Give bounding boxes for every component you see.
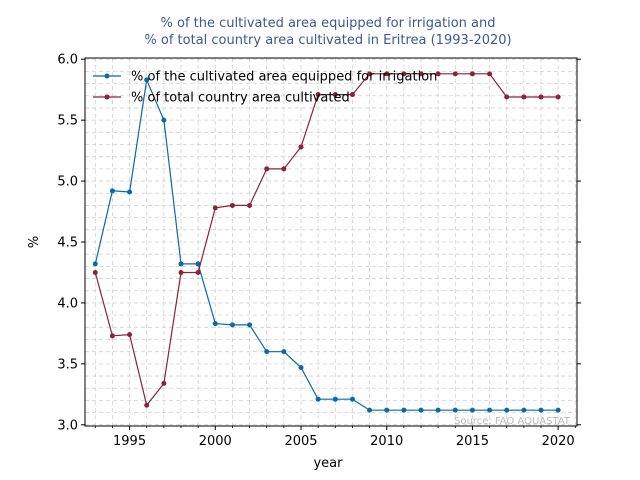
series-2-line	[94, 73, 559, 407]
y-tick-label: 5.5	[57, 114, 78, 129]
legend-label-2: % of total country area cultivated	[131, 91, 350, 106]
series-2-point	[92, 269, 98, 275]
series-1-point	[521, 407, 527, 413]
series-1-point	[178, 261, 184, 267]
series-1-point	[315, 396, 321, 402]
series-2-point	[315, 92, 321, 98]
series-2-point	[247, 202, 253, 208]
series-1-point	[555, 407, 561, 413]
series-2-point	[281, 166, 287, 172]
series-2-point	[229, 202, 235, 208]
series-1-point	[161, 117, 167, 123]
series-2-point	[127, 332, 133, 338]
series-1-point	[384, 407, 390, 413]
x-tick-label: 1995	[113, 434, 146, 449]
x-tick-label: 2000	[199, 434, 232, 449]
series-1-point	[247, 322, 253, 328]
chart-title-line-2: % of total country area cultivated in Er…	[144, 33, 511, 48]
series-2-point	[401, 71, 407, 77]
series-1-point	[229, 322, 235, 328]
series-1-point	[452, 407, 458, 413]
series-2	[92, 71, 561, 408]
series-1-point	[127, 189, 133, 195]
series-2-point	[298, 144, 304, 150]
legend-marker-2	[104, 94, 110, 100]
series-1-point	[349, 396, 355, 402]
series-2-point	[435, 71, 441, 77]
series-1-point	[367, 407, 373, 413]
series-2-point	[195, 269, 201, 275]
legend-marker-1	[104, 73, 110, 79]
y-tick-label: 4.5	[57, 236, 78, 251]
x-tick-label: 2010	[370, 434, 403, 449]
series-2-point	[109, 333, 115, 339]
series-2-point	[264, 166, 270, 172]
series-2-point	[212, 205, 218, 211]
series-2-point	[469, 71, 475, 77]
series-1-point	[504, 407, 510, 413]
y-axis-label: %	[27, 236, 42, 248]
series-1-point	[298, 365, 304, 371]
series-1-point	[487, 407, 493, 413]
series-1-point	[332, 396, 338, 402]
y-tick-label: 5.0	[57, 175, 78, 190]
series-2-point	[418, 71, 424, 77]
series-1-point	[281, 349, 287, 355]
series-1-point	[435, 407, 441, 413]
source-note: Source: FAO AQUASTAT	[454, 416, 571, 427]
legend: % of the cultivated area equipped for ir…	[93, 70, 437, 106]
series-layer	[92, 71, 561, 413]
series-1-point	[264, 349, 270, 355]
series-1-line	[94, 77, 559, 411]
series-2-point	[538, 94, 544, 100]
chart-title: % of the cultivated area equipped for ir…	[144, 16, 511, 48]
series-1-point	[401, 407, 407, 413]
y-tick-label: 3.0	[57, 418, 78, 433]
series-2-point	[487, 71, 493, 77]
y-tick-label: 4.0	[57, 296, 78, 311]
series-1-point	[212, 321, 218, 327]
legend-label-1: % of the cultivated area equipped for ir…	[131, 70, 437, 85]
series-1-point	[109, 188, 115, 194]
series-2-point	[144, 402, 150, 408]
x-tick-label: 2005	[284, 434, 317, 449]
y-tick-label: 3.5	[57, 357, 78, 372]
series-2-point	[349, 92, 355, 98]
x-tick-label: 2020	[542, 434, 575, 449]
series-2-point	[161, 380, 167, 386]
axis-ticks: 1995 2000 2005 2010 2015 2020 3.0 3.5 4.0 4.5 5.0 5…	[57, 53, 581, 449]
series-2-point	[367, 71, 373, 77]
series-1-point	[469, 407, 475, 413]
series-1-point	[418, 407, 424, 413]
series-1	[92, 77, 561, 413]
series-2-point	[332, 92, 338, 98]
series-1-point	[538, 407, 544, 413]
x-tick-label: 2015	[456, 434, 489, 449]
series-2-point	[504, 94, 510, 100]
x-axis-label: year	[313, 456, 343, 471]
y-tick-label: 6.0	[57, 53, 78, 68]
series-2-point	[555, 94, 561, 100]
series-1-point	[92, 261, 98, 267]
series-2-point	[178, 269, 184, 275]
series-1-point	[195, 261, 201, 267]
series-2-point	[521, 94, 527, 100]
series-1-point	[144, 77, 150, 83]
series-2-point	[452, 71, 458, 77]
grid	[85, 58, 577, 426]
series-2-point	[384, 71, 390, 77]
chart-title-line-1: % of the cultivated area equipped for ir…	[161, 16, 496, 31]
